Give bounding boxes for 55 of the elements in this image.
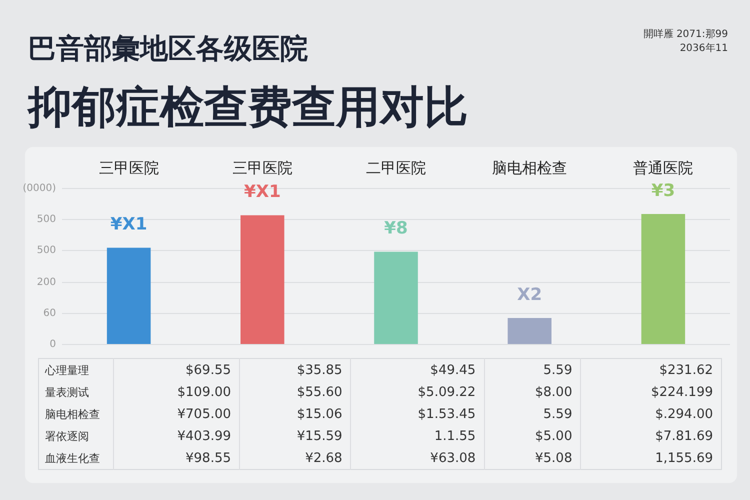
x-tick-label: 三甲医院 — [98, 158, 159, 177]
text: 開咩雁 2071:那99 — [643, 28, 728, 42]
bar — [641, 214, 686, 344]
x-tick-label: 二甲医院 — [366, 158, 426, 177]
text: 1,155.69 — [580, 447, 722, 470]
text: ¥5.08 — [484, 447, 581, 470]
text: ¥403.99 — [114, 425, 240, 447]
text: $8.00 — [484, 381, 581, 403]
text: ¥705.00 — [114, 403, 240, 425]
text: $109.00 — [114, 381, 240, 403]
text: 5.59 — [484, 403, 581, 425]
text: 500 — [36, 245, 56, 256]
text: $.294.00 — [580, 403, 722, 425]
text: ¥63.08 — [350, 447, 484, 470]
text: ¥X1 — [244, 182, 281, 202]
text: $49.45 — [350, 358, 484, 381]
text: 脑电相检查 — [44, 406, 101, 422]
text: $1.53.45 — [350, 403, 484, 425]
x-tick-label: 三甲医院 — [232, 158, 292, 177]
text: 0 — [50, 339, 56, 350]
x-tick-label: 普通医院 — [633, 158, 694, 177]
text: 署依逐阅 — [44, 428, 90, 444]
text: 5.59 — [484, 358, 581, 381]
text: 60 — [43, 308, 56, 320]
bar — [240, 215, 284, 344]
text: $35.85 — [240, 358, 351, 381]
text: $7.81.69 — [580, 425, 722, 447]
bar — [106, 248, 151, 344]
text: 500 — [36, 214, 56, 226]
text: $224.199 — [580, 381, 722, 403]
text: $5.09.22 — [350, 381, 484, 403]
text: (0000) — [22, 183, 56, 194]
text: ¥3 — [651, 180, 676, 201]
text: 200 — [36, 277, 56, 288]
text: $5.00 — [484, 425, 581, 447]
bar — [508, 318, 552, 344]
x-tick-label: 脑电相检查 — [492, 158, 568, 177]
bar — [374, 252, 418, 344]
text: ¥2.68 — [240, 447, 351, 470]
text: 心理量理 — [44, 362, 90, 378]
text: ¥98.55 — [114, 447, 240, 470]
text: $55.60 — [240, 381, 351, 403]
text: 1.1.55 — [350, 425, 484, 447]
annotation: ¥8 — [384, 218, 408, 239]
text: ¥15.59 — [240, 425, 351, 447]
chart-title: 巴音部彙地区各级医院 — [28, 31, 308, 67]
text: $15.06 — [240, 403, 351, 425]
text: $69.55 — [114, 358, 240, 381]
chart-subtitle: 抑郁症检查费查用对比 — [28, 81, 468, 135]
text: $231.62 — [580, 358, 722, 381]
text: 2036年11 — [678, 42, 728, 56]
annotation: ¥X1 — [110, 214, 148, 235]
text: 量表测试 — [44, 384, 90, 400]
annotation: X2 — [517, 284, 542, 305]
text: 血液生化查 — [44, 450, 101, 466]
